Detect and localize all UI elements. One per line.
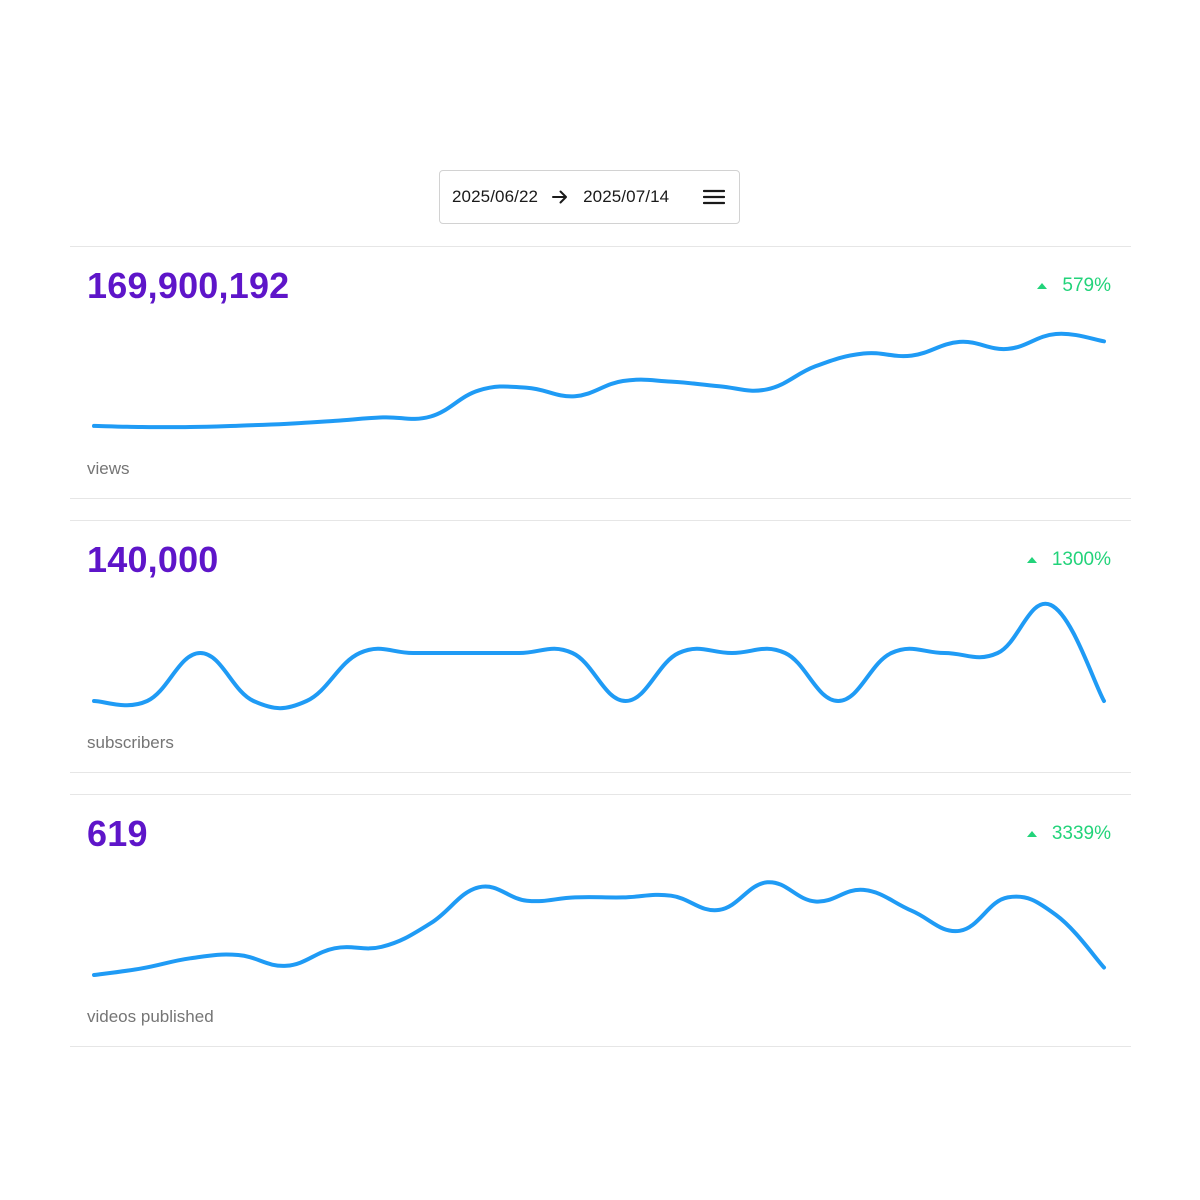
videos-published-sparkline <box>92 880 1106 977</box>
metric-card-videos-published: 619 3339% videos published <box>70 794 1131 1047</box>
metric-value: 169,900,192 <box>87 265 290 306</box>
arrow-right-icon <box>552 190 568 204</box>
metric-label: videos published <box>87 1007 214 1026</box>
subscribers-sparkline <box>92 601 1106 711</box>
sparkline-chart <box>92 601 1106 711</box>
metric-label: subscribers <box>87 733 174 752</box>
date-range-picker[interactable]: 2025/06/22 2025/07/14 <box>439 170 740 224</box>
metric-card-subscribers: 140,000 1300% subscribers <box>70 520 1131 773</box>
menu-icon[interactable] <box>703 189 725 205</box>
sparkline-chart <box>92 880 1106 977</box>
triangle-up-icon <box>1037 283 1048 289</box>
metric-card-views: 169,900,192 579% views <box>70 246 1131 499</box>
sparkline-chart <box>92 331 1106 430</box>
end-date[interactable]: 2025/07/14 <box>583 187 670 206</box>
triangle-up-icon <box>1026 831 1037 837</box>
trend-indicator: 579% <box>1036 275 1111 297</box>
metric-value: 140,000 <box>87 539 219 580</box>
trend-percent: 579% <box>1062 275 1111 296</box>
trend-percent: 3339% <box>1051 823 1111 844</box>
trend-indicator: 3339% <box>1026 823 1111 845</box>
metric-value: 619 <box>87 813 148 854</box>
trend-indicator: 1300% <box>1026 549 1111 571</box>
trend-percent: 1300% <box>1051 549 1111 570</box>
start-date[interactable]: 2025/06/22 <box>452 187 539 206</box>
metric-label: views <box>87 459 130 478</box>
triangle-up-icon <box>1026 557 1037 563</box>
views-sparkline <box>92 331 1106 430</box>
